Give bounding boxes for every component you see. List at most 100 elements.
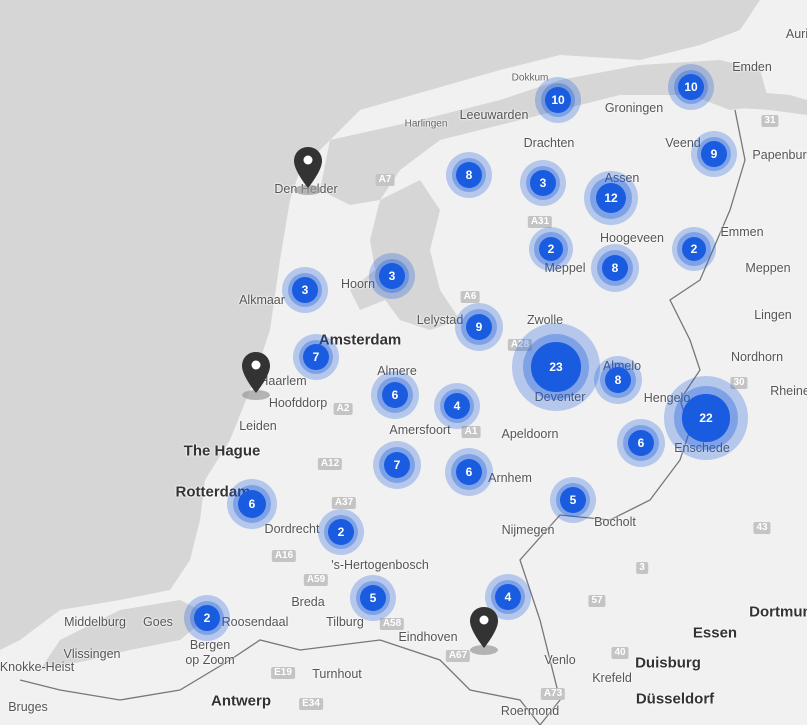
marker-cluster[interactable]: 6 — [371, 371, 419, 419]
cluster-count: 22 — [699, 411, 713, 425]
city-label: Hengelo — [643, 391, 691, 405]
location-pin-icon[interactable] — [467, 605, 501, 660]
marker-cluster[interactable]: 8 — [591, 244, 639, 292]
city-label: Amsterdam — [318, 331, 402, 349]
city-label: Nijmegen — [501, 523, 555, 537]
road-number-badge: 30 — [730, 377, 748, 389]
marker-cluster[interactable]: 3 — [369, 253, 415, 299]
cluster-count: 6 — [465, 465, 473, 479]
road-number-badge: 40 — [611, 647, 629, 659]
dollard — [730, 90, 807, 115]
cluster-count: 4 — [453, 399, 461, 413]
marker-cluster[interactable]: 3 — [520, 160, 566, 206]
cluster-core — [682, 394, 730, 442]
location-pin-icon[interactable] — [239, 350, 273, 405]
cluster-count: 2 — [690, 242, 698, 256]
marker-cluster[interactable]: 2 — [672, 227, 716, 271]
city-label: Arnhem — [488, 471, 532, 485]
marker-cluster[interactable]: 12 — [584, 171, 638, 225]
city-label: Harlingen — [404, 118, 448, 130]
cluster-count: 7 — [393, 458, 401, 472]
city-label: Amersfoort — [389, 423, 451, 437]
city-label: Groningen — [604, 101, 664, 115]
city-label: Dortmund — [749, 603, 807, 621]
marker-cluster[interactable]: 22 — [664, 376, 748, 460]
marker-cluster[interactable]: 5 — [350, 575, 396, 621]
marker-cluster[interactable]: 6 — [445, 448, 493, 496]
cluster-count: 2 — [337, 525, 345, 539]
road-number-badge: A16 — [271, 550, 297, 562]
city-label: Bergen — [189, 638, 231, 652]
location-pin-icon[interactable] — [291, 145, 325, 200]
marker-cluster[interactable]: 5 — [550, 477, 596, 523]
city-label: Alkmaar — [239, 293, 285, 307]
city-label: Antwerp — [211, 692, 271, 710]
marker-cluster[interactable]: 2 — [529, 227, 573, 271]
cluster-core — [360, 585, 386, 611]
cluster-core — [455, 458, 483, 486]
city-label: Krefeld — [592, 671, 632, 685]
marker-cluster[interactable]: 10 — [535, 77, 581, 123]
road-number-badge: E19 — [271, 667, 295, 679]
cluster-count: 9 — [710, 147, 718, 161]
marker-cluster[interactable]: 23 — [512, 323, 600, 411]
marker-cluster[interactable]: 3 — [282, 267, 328, 313]
marker-cluster[interactable]: 10 — [668, 64, 714, 110]
cluster-core — [381, 381, 409, 409]
cluster-core — [383, 451, 411, 479]
wadden-sea — [320, 60, 770, 205]
marker-cluster[interactable]: 4 — [434, 383, 480, 429]
marker-cluster[interactable]: 8 — [594, 356, 642, 404]
city-label: 's-Hertogenbosch — [331, 558, 429, 572]
city-label: Düsseldorf — [635, 690, 715, 708]
marker-cluster[interactable]: 4 — [485, 574, 531, 620]
road-number-badge: E34 — [299, 698, 323, 710]
marker-cluster[interactable]: 7 — [373, 441, 421, 489]
city-label: Venlo — [544, 653, 576, 667]
marker-cluster[interactable]: 9 — [455, 303, 503, 351]
city-label: Rheine — [770, 384, 807, 398]
cluster-count: 2 — [203, 611, 211, 625]
road-number-badge: A28 — [507, 339, 533, 351]
city-label: Lingen — [754, 308, 792, 322]
road-number-badge: A59 — [303, 574, 329, 586]
cluster-core — [530, 170, 556, 196]
cluster-core — [495, 584, 521, 610]
marker-cluster[interactable]: 9 — [691, 131, 737, 177]
city-label: Veend — [665, 136, 701, 150]
city-label: Haarlem — [259, 374, 307, 388]
road-number-badge: 43 — [753, 522, 771, 534]
road-number-badge: A1 — [461, 426, 481, 438]
cluster-count: 7 — [312, 350, 320, 364]
cluster-count: 8 — [614, 373, 622, 387]
marker-cluster[interactable]: 6 — [617, 419, 665, 467]
marker-cluster[interactable]: 8 — [446, 152, 492, 198]
cluster-core — [604, 366, 632, 394]
cluster-count: 3 — [539, 176, 547, 190]
cluster-count: 8 — [465, 168, 473, 182]
cluster-core — [595, 182, 627, 214]
city-label: Assen — [604, 171, 640, 185]
road-number-badge: A31 — [527, 216, 553, 228]
cluster-core — [627, 429, 655, 457]
cluster-core — [545, 87, 571, 113]
marker-cluster[interactable]: 2 — [318, 509, 364, 555]
city-label: Apeldoorn — [501, 427, 559, 441]
city-label: Middelburg — [64, 615, 126, 629]
road-number-badge: A67 — [445, 650, 471, 662]
marker-cluster[interactable]: 6 — [227, 479, 277, 529]
city-label: Auri — [785, 27, 807, 41]
city-label: Vlissingen — [63, 647, 121, 661]
marker-cluster[interactable]: 7 — [293, 334, 339, 380]
cluster-count: 3 — [301, 283, 309, 297]
cluster-core — [531, 342, 581, 392]
cluster-core — [303, 344, 329, 370]
city-label: Breda — [291, 595, 325, 609]
city-label: Nordhorn — [730, 350, 784, 364]
city-label: Essen — [692, 624, 738, 642]
marker-cluster[interactable]: 2 — [184, 595, 230, 641]
city-label: Tilburg — [326, 615, 364, 629]
road-number-badge: A7 — [375, 174, 395, 186]
city-label: Papenburg — [752, 148, 807, 162]
